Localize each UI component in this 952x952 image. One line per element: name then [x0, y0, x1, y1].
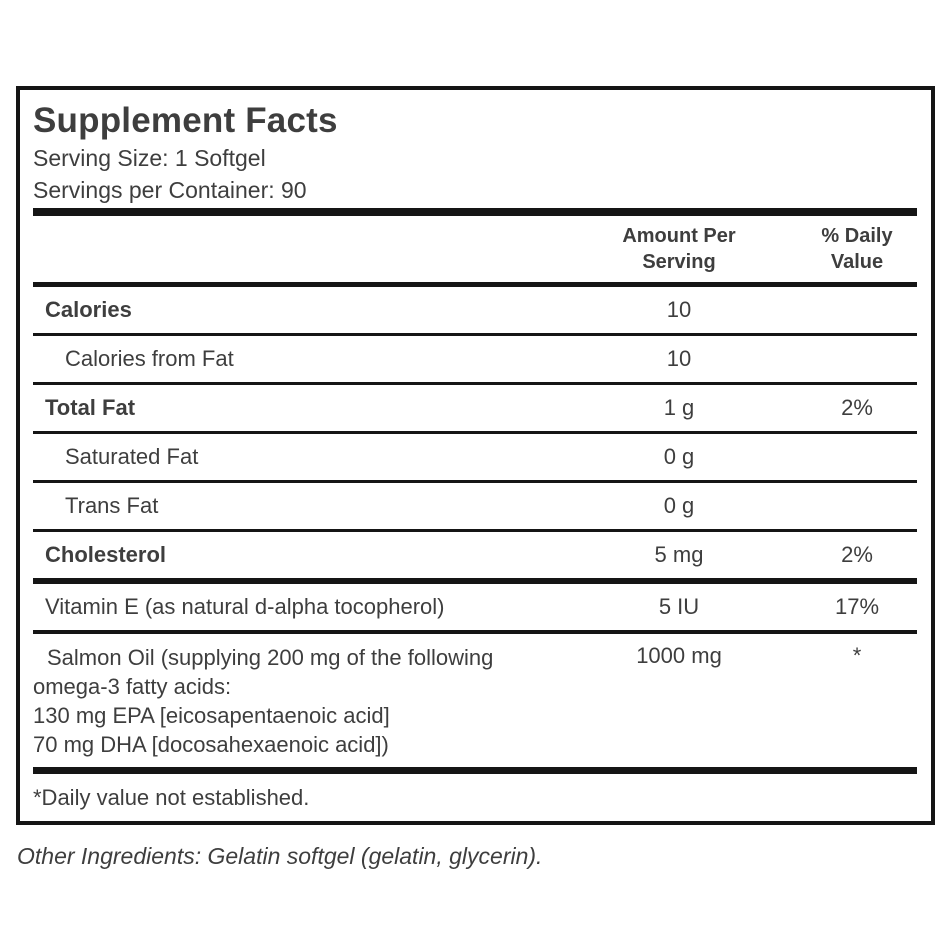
- row-label: Calories: [45, 297, 132, 322]
- table-row-salmon-oil: Salmon Oil (supplying 200 mg of the foll…: [33, 634, 917, 774]
- column-header-daily-value: % Daily Value: [821, 225, 893, 273]
- table-row-vitamin-e: Vitamin E (as natural d-alpha tocopherol…: [33, 584, 917, 634]
- row-label: Trans Fat: [65, 493, 159, 518]
- row-amount: 5 mg: [654, 542, 704, 567]
- row-label: Vitamin E (as natural d-alpha tocopherol…: [45, 594, 445, 619]
- row-label: Cholesterol: [45, 542, 167, 567]
- column-header-row: Amount Per Serving % Daily Value: [33, 216, 917, 282]
- row-label: Saturated Fat: [65, 444, 199, 469]
- row-amount: 10: [666, 346, 692, 371]
- row-amount: 10: [666, 297, 692, 322]
- row-daily-value: 2%: [841, 395, 873, 420]
- panel-title: Supplement Facts: [33, 101, 338, 140]
- table-row-saturated-fat: Saturated Fat 0 g: [33, 434, 917, 483]
- row-label: Total Fat: [45, 395, 136, 420]
- row-amount: 1 g: [663, 395, 695, 420]
- row-amount: 0 g: [663, 444, 695, 469]
- table-row-calories: Calories 10: [33, 287, 917, 336]
- row-amount: 5 IU: [658, 594, 700, 619]
- row-amount: 1000 mg: [636, 643, 722, 668]
- servings-per-container: Servings per Container: 90: [33, 177, 307, 203]
- row-daily-value: *: [852, 643, 862, 668]
- footnote-text: *Daily value not established.: [33, 784, 310, 810]
- thick-rule-top: [33, 208, 917, 216]
- column-header-amount: Amount Per Serving: [622, 225, 736, 273]
- supplement-facts-panel: Supplement Facts Serving Size: 1 Softgel…: [16, 86, 935, 825]
- panel-header: Supplement Facts Serving Size: 1 Softgel…: [33, 90, 917, 208]
- table-row-calories-from-fat: Calories from Fat 10: [33, 336, 917, 385]
- table-row-trans-fat: Trans Fat 0 g: [33, 483, 917, 532]
- row-daily-value: 17%: [834, 594, 880, 619]
- row-label: Salmon Oil (supplying 200 mg of the foll…: [33, 645, 494, 757]
- footnote-row: *Daily value not established.: [33, 774, 917, 821]
- row-amount: 0 g: [663, 493, 695, 518]
- other-ingredients-text: Other Ingredients: Gelatin softgel (gela…: [17, 843, 543, 869]
- table-row-total-fat: Total Fat 1 g 2%: [33, 385, 917, 434]
- serving-size: Serving Size: 1 Softgel: [33, 145, 266, 171]
- row-daily-value: 2%: [841, 542, 873, 567]
- row-label: Calories from Fat: [65, 346, 234, 371]
- table-row-cholesterol: Cholesterol 5 mg 2%: [33, 532, 917, 584]
- thick-rule-under-headers: [33, 282, 917, 287]
